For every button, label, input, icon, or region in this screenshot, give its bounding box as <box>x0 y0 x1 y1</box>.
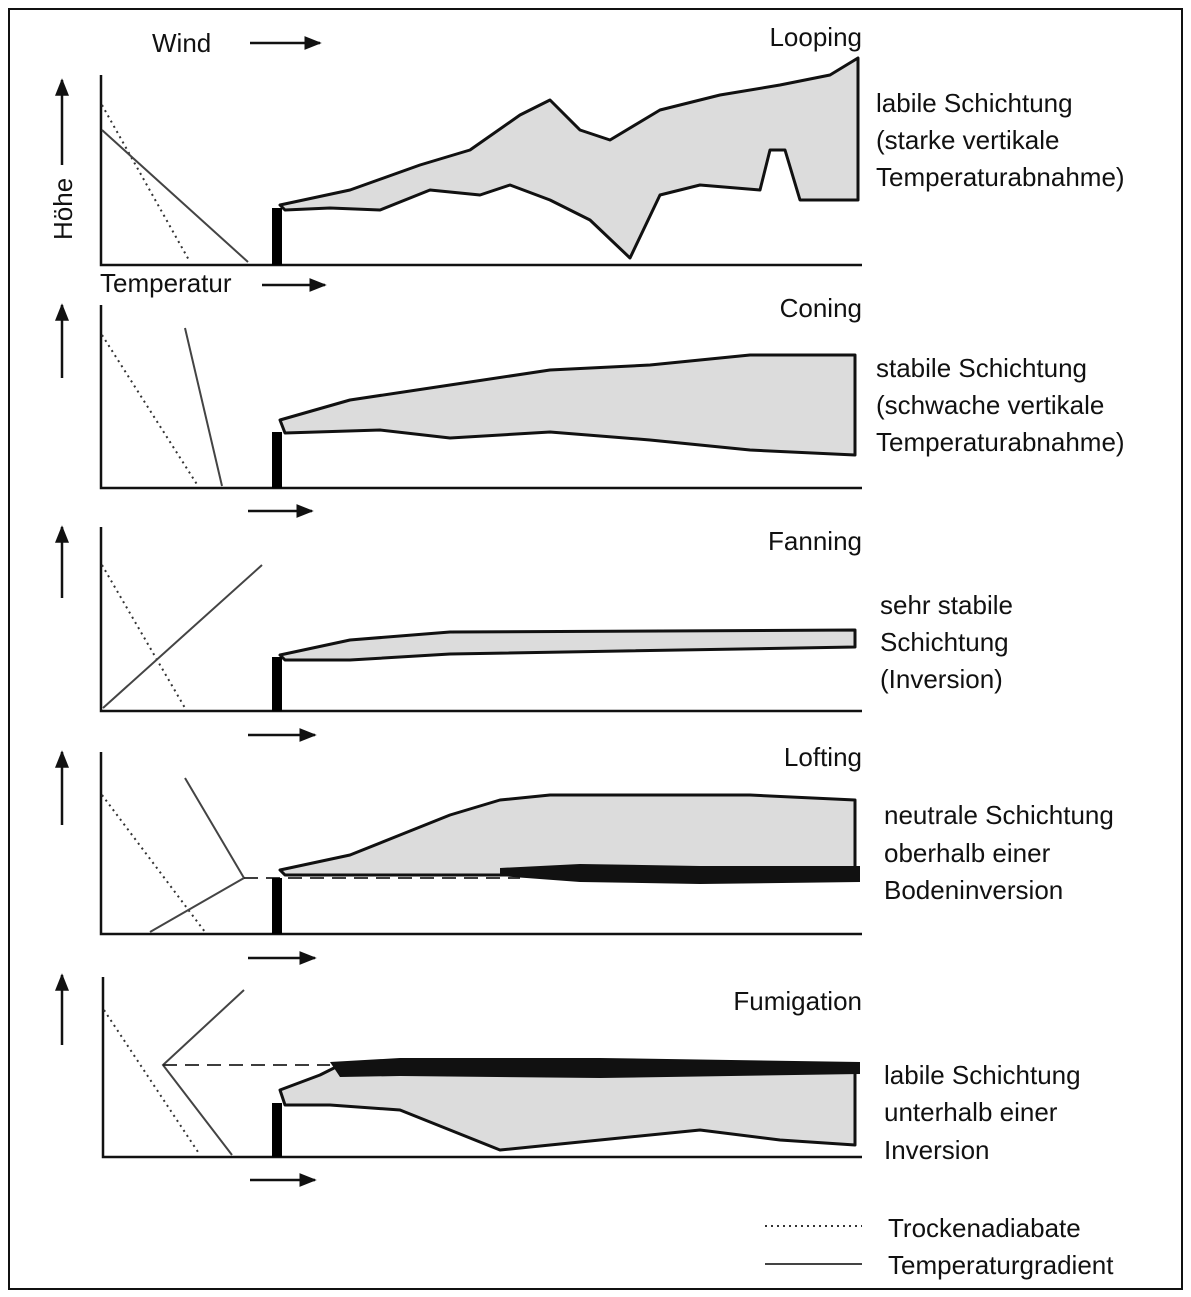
temperature-gradient <box>101 129 249 263</box>
description: Bodeninversion <box>884 875 1063 905</box>
plume-band <box>500 864 860 884</box>
stack <box>272 1103 282 1157</box>
panel: Coning stabile Schichtung (schwache vert… <box>55 293 1125 518</box>
axes <box>99 75 862 267</box>
panel: Lofting neutrale Schichtung oberhalb ein… <box>55 742 1114 965</box>
frame <box>8 8 1183 1290</box>
stack <box>272 657 282 711</box>
description: Inversion <box>884 1135 990 1165</box>
description: Schichtung <box>880 627 1009 657</box>
dry-adiabat <box>101 104 191 263</box>
panel: Looping labile Schichtung (starke vertik… <box>99 22 1125 267</box>
temperature-gradient <box>102 564 263 709</box>
description: Temperaturabnahme) <box>876 162 1125 192</box>
plume <box>278 353 857 457</box>
temperature-label: Temperatur <box>100 268 232 298</box>
description: labile Schichtung <box>876 88 1073 118</box>
panel: Fumigation labile Schichtung unterhalb e… <box>55 973 1081 1187</box>
description: labile Schichtung <box>884 1060 1081 1090</box>
description: (starke vertikale <box>876 125 1060 155</box>
plume <box>278 628 857 662</box>
panel-title: Coning <box>780 293 862 323</box>
panel-title: Fanning <box>768 526 862 556</box>
description: (Inversion) <box>880 664 1003 694</box>
dry-adiabat <box>103 1009 201 1156</box>
axes <box>101 977 862 1159</box>
stack <box>272 208 282 265</box>
plume-band <box>330 1058 860 1078</box>
temperature-gradient <box>184 327 223 487</box>
height-label: Höhe <box>48 178 78 240</box>
panel-title: Lofting <box>784 742 862 772</box>
description: sehr stabile <box>880 590 1013 620</box>
dry-adiabat <box>101 794 206 933</box>
description: neutrale Schichtung <box>884 800 1114 830</box>
stack <box>272 432 282 488</box>
legend-label: Trockenadiabate <box>888 1213 1081 1243</box>
temperature-gradient <box>161 989 245 1156</box>
axes <box>99 305 862 490</box>
panel-title: Fumigation <box>733 986 862 1016</box>
axes <box>99 752 862 936</box>
plume <box>278 56 860 260</box>
description: unterhalb einer <box>884 1097 1058 1127</box>
legend-label: Temperaturgradient <box>888 1250 1114 1280</box>
temperature-gradient <box>149 777 246 933</box>
dry-adiabat <box>101 564 186 709</box>
description: oberhalb einer <box>884 838 1051 868</box>
legend: Trockenadiabate Temperaturgradient <box>765 1213 1114 1280</box>
description: (schwache vertikale <box>876 390 1104 420</box>
plume <box>278 1063 857 1152</box>
axes <box>99 527 862 713</box>
stack <box>272 878 282 934</box>
description: stabile Schichtung <box>876 353 1087 383</box>
panel: Fanning sehr stabile Schichtung (Inversi… <box>55 525 1013 742</box>
dry-adiabat <box>101 334 199 487</box>
panel-title: Looping <box>769 22 862 52</box>
wind-label: Wind <box>152 28 211 58</box>
description: Temperaturabnahme) <box>876 427 1125 457</box>
